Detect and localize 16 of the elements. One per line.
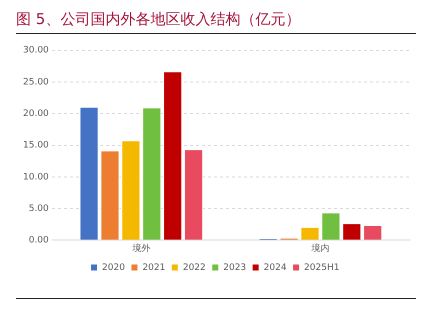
legend-label: 2021 <box>142 262 166 273</box>
y-tick-label: 0.00 <box>28 236 50 246</box>
legend-label: 2024 <box>264 262 287 273</box>
y-tick-label: 5.00 <box>28 204 50 214</box>
x-tick-label: 境外 <box>131 242 150 254</box>
y-tick-label: 30.00 <box>23 46 50 56</box>
legend-label: 2025H1 <box>304 262 340 273</box>
x-tick-label: 境内 <box>310 242 330 254</box>
y-tick-label: 10.00 <box>23 172 50 182</box>
legend-label: 2020 <box>102 262 126 273</box>
legend-label: 2023 <box>223 262 246 273</box>
y-tick-label: 15.00 <box>23 140 50 151</box>
y-tick-label: 20.00 <box>23 109 50 120</box>
legend-label: 2022 <box>182 262 206 273</box>
y-tick-label: 25.00 <box>23 77 50 88</box>
chart-title: 图 5、公司国内外各地区收入结构（亿元） <box>16 10 416 34</box>
